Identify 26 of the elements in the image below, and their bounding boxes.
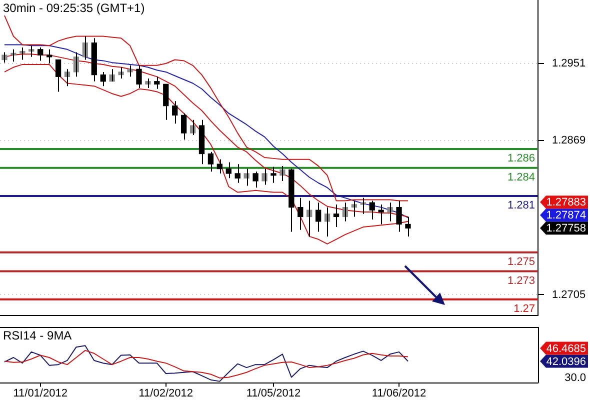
y-tick-label: 1.2869 — [552, 135, 586, 148]
chart-title: RSI14 - 9MA — [3, 328, 72, 342]
ref-line-label: 1.281 — [507, 200, 535, 212]
chart-title: 30min - 09:25:35 (GMT+1) — [3, 1, 145, 16]
ref-line-label: 1.273 — [507, 275, 535, 288]
text: 30.0 — [564, 372, 586, 384]
x-tick-label: 11/02/2012 — [138, 387, 194, 400]
y-tick-label: 1.2705 — [552, 289, 586, 302]
text: 42.0396 — [546, 356, 586, 368]
x-tick-label: 11/06/2012 — [372, 387, 426, 400]
ref-line-label: 1.27 — [514, 303, 535, 316]
x-tick-label: 11/01/2012 — [13, 387, 68, 400]
candlestick — [262, 168, 268, 186]
x-tick-label: 11/05/2012 — [246, 387, 301, 400]
candlestick — [2, 52, 8, 64]
text: 46.4685 — [546, 342, 586, 355]
candlestick — [46, 49, 52, 64]
text: 1.27874 — [546, 210, 586, 222]
candlestick — [387, 202, 393, 222]
ref-line-label: 1.284 — [507, 172, 535, 184]
y-tick-label: 1.2951 — [552, 58, 586, 70]
candlestick — [252, 172, 258, 188]
text: 1.27758 — [546, 223, 586, 236]
ref-line-label: 1.286 — [507, 152, 535, 165]
ref-line-label: 1.275 — [507, 256, 535, 268]
text: 1.27883 — [546, 197, 586, 210]
